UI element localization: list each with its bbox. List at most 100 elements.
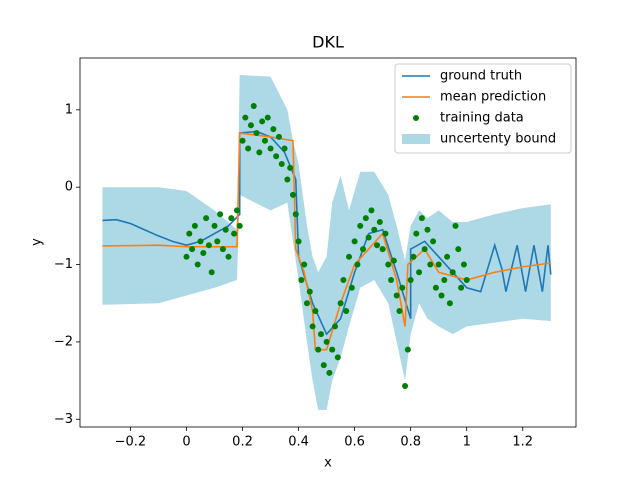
point (292, 211, 299, 218)
line (102, 132, 551, 351)
point (320, 362, 327, 369)
point (273, 153, 280, 160)
point (222, 226, 229, 233)
x-tick-label: 0.2 (232, 435, 253, 450)
point (194, 261, 201, 268)
point (278, 160, 285, 167)
point (455, 246, 462, 253)
point (270, 126, 277, 133)
point (368, 207, 375, 214)
point (374, 242, 381, 249)
point (211, 222, 218, 229)
point (186, 230, 193, 237)
point (365, 234, 372, 241)
legend-label: ground truth (440, 69, 522, 84)
x-tick-label: 1.2 (512, 435, 533, 450)
point (253, 130, 260, 137)
plot-frame (79, 57, 577, 428)
point (298, 277, 305, 284)
point (424, 226, 431, 233)
point (343, 307, 350, 314)
point (376, 219, 383, 225)
point (281, 145, 288, 152)
point (340, 277, 347, 284)
point (245, 145, 252, 152)
y-axis-label: y (30, 238, 45, 246)
point (390, 257, 397, 264)
point (183, 253, 190, 260)
point (228, 215, 235, 222)
point (410, 253, 417, 260)
point (346, 253, 353, 260)
point (421, 246, 428, 253)
point (208, 269, 215, 276)
point (326, 369, 333, 376)
point (449, 269, 456, 276)
point (351, 238, 358, 245)
point (205, 242, 212, 249)
point (203, 215, 210, 222)
point (418, 215, 425, 222)
point (430, 238, 437, 245)
line (102, 130, 552, 336)
point (315, 346, 322, 353)
x-tick-label: −0.2 (115, 435, 147, 450)
point (463, 277, 470, 284)
point (357, 222, 364, 229)
point (441, 277, 448, 284)
point (197, 238, 204, 245)
y-tick-label: −1 (54, 257, 73, 272)
point (309, 323, 316, 330)
y-tick-label: −2 (54, 334, 73, 349)
point (337, 300, 344, 307)
x-tick-label: 0 (182, 435, 190, 450)
x-tick-label: 1 (463, 435, 471, 450)
point (231, 230, 238, 237)
point (261, 137, 268, 144)
point (385, 261, 392, 268)
point (289, 191, 296, 198)
point (334, 354, 341, 361)
point (233, 207, 240, 214)
uncertainty-band (102, 75, 551, 410)
point (219, 246, 226, 253)
point (323, 338, 330, 345)
point (259, 118, 266, 125)
y-tick-label: −3 (54, 412, 73, 427)
point (242, 114, 249, 121)
chart-title: DKL (312, 33, 344, 52)
point (407, 277, 414, 284)
point (303, 300, 310, 307)
point (388, 277, 395, 284)
point (189, 246, 196, 253)
point (301, 261, 308, 268)
point (332, 323, 339, 330)
point (295, 238, 302, 245)
y-tick-label: 0 (65, 180, 73, 195)
x-axis-label: x (324, 456, 332, 471)
point (416, 269, 423, 276)
point (312, 307, 319, 314)
x-tick-label: 0.8 (400, 435, 421, 450)
point (284, 176, 291, 183)
legend-patch (402, 134, 430, 144)
point (225, 253, 232, 260)
point (438, 292, 445, 299)
point (348, 284, 355, 291)
point (413, 230, 420, 237)
point (267, 145, 274, 152)
point (360, 246, 367, 253)
point (264, 114, 271, 121)
point (427, 261, 434, 268)
point (275, 133, 282, 140)
point (236, 222, 243, 229)
point (452, 222, 459, 229)
point (250, 102, 257, 109)
point (371, 226, 378, 233)
point (287, 164, 294, 171)
point (329, 346, 336, 353)
legend-label: mean prediction (440, 90, 546, 105)
legend-label: uncertenty bound (440, 132, 556, 147)
point (191, 222, 198, 229)
point (214, 238, 221, 245)
